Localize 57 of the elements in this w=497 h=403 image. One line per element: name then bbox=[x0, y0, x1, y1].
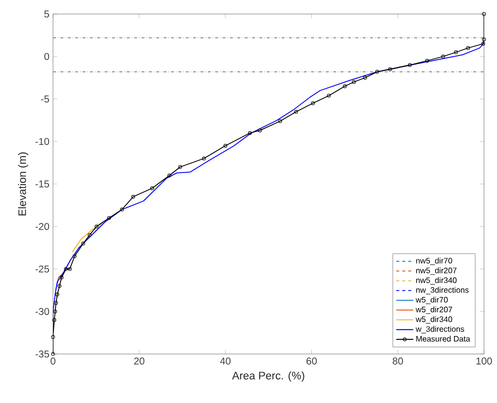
point bbox=[72, 254, 76, 258]
point bbox=[425, 58, 430, 63]
point bbox=[294, 110, 298, 114]
point bbox=[258, 128, 262, 132]
point bbox=[53, 310, 58, 314]
point bbox=[202, 156, 206, 160]
point bbox=[441, 54, 445, 58]
point bbox=[64, 267, 68, 271]
point bbox=[167, 174, 172, 178]
point bbox=[326, 94, 331, 98]
x-tick-label: 100 bbox=[476, 358, 492, 365]
point bbox=[54, 301, 58, 305]
point bbox=[278, 119, 282, 123]
point bbox=[454, 50, 458, 54]
y-tick-label: -5 bbox=[41, 96, 50, 102]
point bbox=[466, 46, 470, 50]
y-tick-label: -15 bbox=[36, 180, 50, 188]
point bbox=[60, 276, 64, 280]
point bbox=[178, 165, 182, 169]
y-tick-label: -35 bbox=[36, 350, 50, 358]
point bbox=[482, 38, 486, 42]
point bbox=[342, 84, 347, 88]
point bbox=[375, 70, 380, 74]
point bbox=[481, 42, 486, 46]
line-series bbox=[72, 222, 104, 252]
y-tick-label: -10 bbox=[36, 138, 50, 146]
y-tick-label: 0 bbox=[44, 52, 50, 60]
x-tick-label: 60 bbox=[306, 358, 317, 365]
point bbox=[58, 284, 62, 288]
x-tick-label: 40 bbox=[220, 358, 231, 365]
y-tick-label: -25 bbox=[36, 265, 50, 273]
x-tick-label: 20 bbox=[134, 358, 144, 365]
point bbox=[55, 292, 60, 296]
point bbox=[81, 242, 86, 246]
point bbox=[224, 144, 228, 148]
point bbox=[88, 233, 92, 237]
point bbox=[150, 186, 154, 190]
point bbox=[248, 131, 252, 135]
point bbox=[311, 101, 315, 106]
point bbox=[94, 224, 98, 228]
x-axis-title: Area Perc. (%) bbox=[232, 371, 304, 382]
point bbox=[51, 335, 55, 339]
point bbox=[388, 67, 392, 72]
y-axis-title: Elevation (m) bbox=[18, 152, 28, 216]
x-tick-label: 80 bbox=[392, 358, 403, 365]
point bbox=[352, 80, 356, 84]
point bbox=[68, 267, 72, 271]
point bbox=[131, 194, 136, 199]
point bbox=[408, 63, 412, 67]
y-tick-label: -30 bbox=[36, 308, 50, 316]
point bbox=[363, 76, 367, 80]
point bbox=[52, 318, 56, 322]
y-tick-label: -20 bbox=[36, 222, 50, 230]
point bbox=[107, 216, 111, 220]
point bbox=[120, 208, 124, 212]
x-tick-label: 0 bbox=[50, 358, 56, 365]
y-tick-label: 5 bbox=[44, 10, 50, 18]
